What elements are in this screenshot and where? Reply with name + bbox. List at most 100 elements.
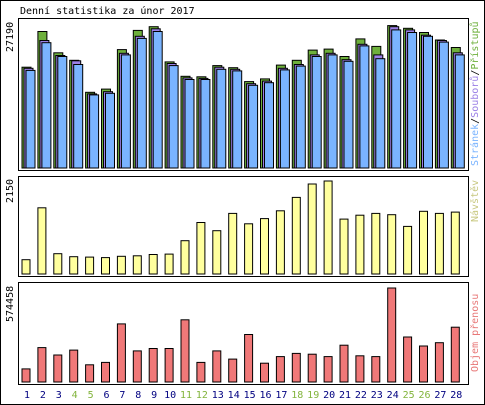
day-label-18: 18 [291, 390, 303, 401]
y-max-visits: 2150 [5, 179, 16, 203]
day-labels: 1 2 3 4 5 6 7 8 9 10 11 12 13 14 15 16 17 18 19 20 21 22 23 24 2… [24, 390, 462, 401]
bar-visits-21 [339, 218, 349, 275]
bar-kbytes-22 [355, 355, 365, 383]
day-label-26: 26 [418, 390, 430, 401]
bar-visits-15 [244, 223, 254, 275]
bar-visits-2 [37, 207, 47, 275]
bar-visits-6 [101, 257, 110, 275]
bar-kbytes-4 [69, 349, 79, 383]
bar-pages-28 [454, 54, 465, 169]
bar-pages-9 [152, 31, 163, 169]
kbytes-bars [21, 287, 460, 383]
bar-pages-20 [327, 54, 338, 169]
bar-visits-5 [85, 256, 95, 275]
bar-visits-14 [228, 212, 238, 275]
day-label-22: 22 [355, 390, 367, 401]
bar-pages-8 [136, 37, 147, 169]
bar-visits-28 [450, 211, 460, 275]
legend-pages: Stránek [469, 124, 481, 166]
bar-visits-9 [148, 254, 158, 275]
bar-kbytes-21 [339, 344, 349, 383]
bar-visits-10 [164, 253, 174, 275]
bar-pages-22 [359, 45, 370, 169]
bar-pages-5 [89, 94, 100, 169]
day-label-9: 9 [151, 390, 157, 401]
chart-title: Denní statistika za únor 2017 [20, 5, 195, 17]
bar-kbytes-5 [85, 364, 95, 383]
bar-kbytes-27 [434, 342, 444, 383]
bar-visits-24 [387, 214, 397, 275]
day-label-2: 2 [40, 390, 46, 401]
day-label-27: 27 [434, 390, 446, 401]
day-label-10: 10 [164, 390, 176, 401]
day-label-5: 5 [88, 390, 94, 401]
bar-kbytes-16 [260, 362, 269, 383]
day-label-1: 1 [24, 390, 30, 401]
bar-pages-13 [216, 68, 227, 169]
legend-hits-label: Stránek/Souborů/Přístupů [469, 21, 481, 166]
bar-visits-1 [21, 259, 31, 275]
bar-kbytes-6 [101, 361, 110, 383]
y-max-kbytes: 574458 [5, 286, 16, 322]
hits-bars [21, 25, 465, 169]
day-label-15: 15 [244, 390, 256, 401]
bar-visits-18 [291, 196, 301, 275]
bar-pages-11 [184, 79, 195, 169]
legend-kbytes: Objem přenosu [469, 294, 481, 372]
day-label-3: 3 [56, 390, 62, 401]
legend-hits: Přístupů [469, 21, 481, 69]
bar-pages-25 [407, 32, 418, 169]
bar-kbytes-12 [196, 361, 206, 383]
bar-visits-19 [307, 183, 317, 275]
bar-kbytes-11 [180, 319, 190, 383]
day-label-17: 17 [275, 390, 287, 401]
bar-kbytes-7 [116, 323, 126, 383]
bar-visits-3 [53, 253, 63, 275]
bar-visits-12 [196, 222, 206, 275]
visits-bars [21, 180, 460, 275]
bar-kbytes-2 [37, 347, 47, 383]
bar-visits-8 [132, 255, 142, 275]
day-label-16: 16 [259, 390, 271, 401]
bar-pages-14 [232, 70, 243, 169]
day-label-8: 8 [135, 390, 141, 401]
day-label-20: 20 [323, 390, 335, 401]
bar-pages-17 [279, 69, 290, 169]
bar-kbytes-9 [148, 348, 158, 383]
legend-visits: Návštěv [469, 180, 481, 222]
day-label-23: 23 [371, 390, 383, 401]
bar-kbytes-14 [228, 358, 238, 383]
bar-kbytes-3 [53, 354, 63, 383]
day-label-11: 11 [180, 390, 192, 401]
day-label-4: 4 [72, 390, 78, 401]
bar-kbytes-15 [244, 334, 254, 383]
bar-pages-15 [248, 84, 259, 169]
bar-visits-7 [116, 255, 126, 275]
day-label-14: 14 [228, 390, 240, 401]
day-label-7: 7 [119, 390, 125, 401]
bar-pages-4 [73, 64, 84, 169]
day-label-21: 21 [339, 390, 351, 401]
day-label-6: 6 [103, 390, 109, 401]
bar-kbytes-1 [21, 368, 31, 383]
day-label-12: 12 [196, 390, 208, 401]
legend-files: Souborů [469, 76, 481, 118]
bar-pages-1 [25, 69, 36, 169]
bar-visits-23 [371, 212, 381, 275]
bar-visits-16 [260, 218, 269, 275]
bar-kbytes-13 [212, 350, 222, 383]
bar-pages-18 [295, 65, 306, 169]
bar-kbytes-17 [275, 356, 285, 383]
bar-pages-10 [168, 65, 179, 169]
bar-kbytes-28 [450, 326, 460, 383]
bar-visits-27 [434, 212, 444, 275]
bar-pages-27 [438, 41, 449, 169]
bar-pages-16 [264, 82, 274, 169]
bar-kbytes-18 [291, 352, 301, 383]
bar-visits-17 [275, 210, 285, 275]
bar-pages-12 [200, 79, 211, 169]
bar-visits-22 [355, 214, 365, 275]
bar-visits-25 [403, 225, 413, 275]
bar-pages-3 [57, 56, 68, 169]
